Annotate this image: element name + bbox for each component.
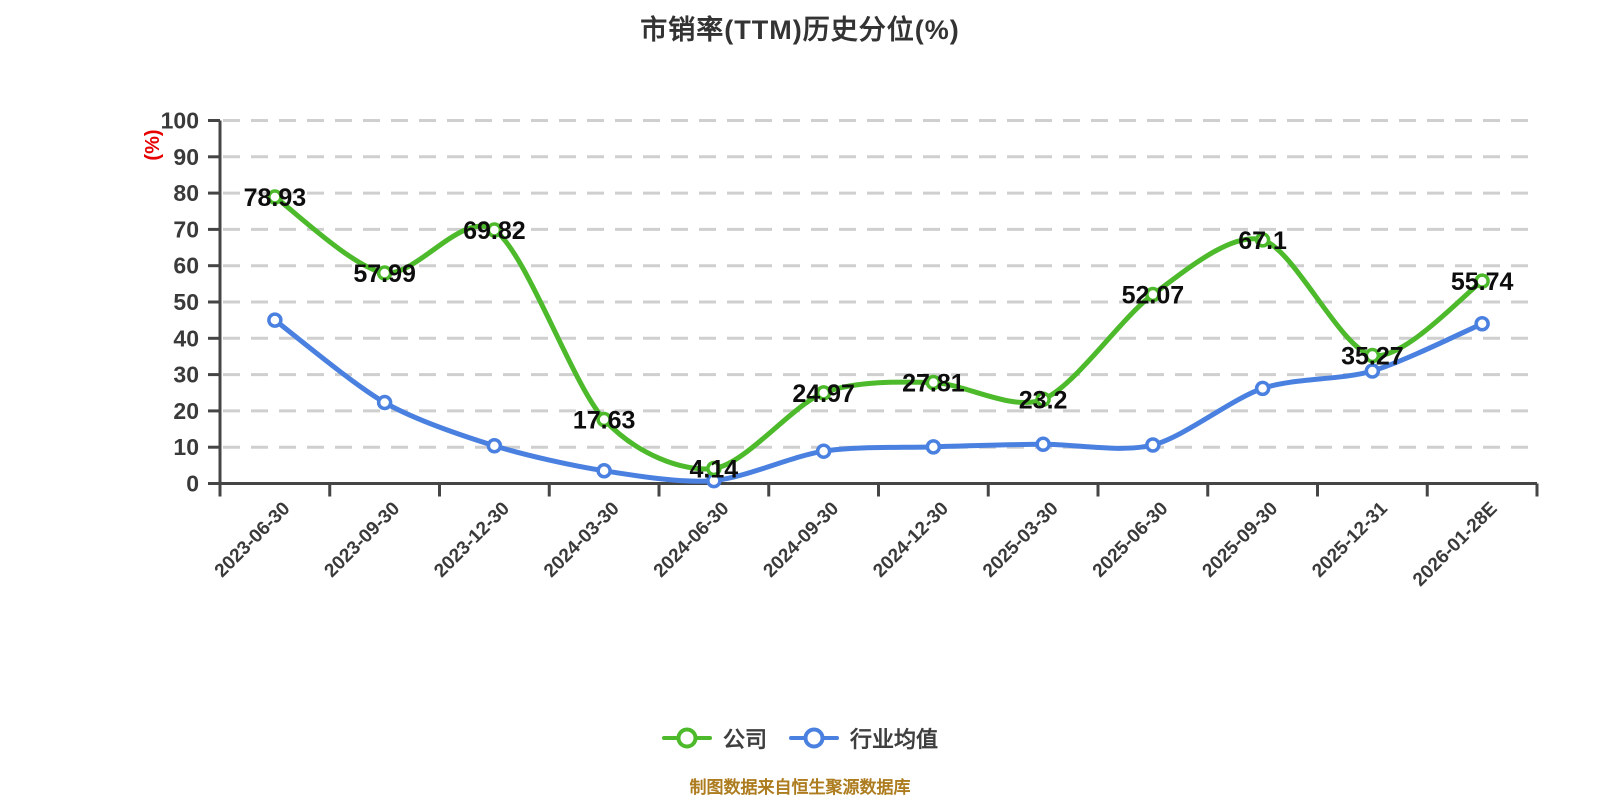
data-point[interactable] bbox=[925, 439, 942, 455]
data-point[interactable] bbox=[1254, 380, 1271, 397]
data-point[interactable] bbox=[1035, 436, 1051, 453]
svg-text:10: 10 bbox=[173, 434, 199, 460]
svg-text:70: 70 bbox=[173, 216, 199, 242]
svg-text:2024-06-30: 2024-06-30 bbox=[650, 498, 734, 582]
svg-text:52.07: 52.07 bbox=[1122, 281, 1185, 309]
svg-text:40: 40 bbox=[173, 325, 199, 351]
legend-label-company: 公司 bbox=[722, 727, 767, 752]
svg-text:24.97: 24.97 bbox=[792, 380, 855, 408]
data-point[interactable] bbox=[1474, 273, 1490, 289]
svg-text:80: 80 bbox=[173, 180, 199, 206]
company-series-marker-icon bbox=[661, 725, 712, 751]
svg-text:4.14: 4.14 bbox=[690, 455, 739, 483]
data-point[interactable] bbox=[1145, 437, 1161, 453]
plot-area[interactable]: 0 10 20 30 40 50 60 70 80 90 100 2023-06-30 2023-09-… bbox=[0, 0, 1600, 645]
legend: 公司 行业均值 bbox=[0, 722, 1600, 754]
svg-text:55.74: 55.74 bbox=[1451, 268, 1514, 296]
legend-dot bbox=[676, 727, 698, 749]
data-point[interactable] bbox=[267, 312, 283, 328]
svg-text:67.1: 67.1 bbox=[1238, 227, 1287, 255]
data-point[interactable] bbox=[486, 437, 503, 454]
svg-text:2025-06-30: 2025-06-30 bbox=[1089, 498, 1173, 582]
svg-text:60: 60 bbox=[173, 253, 199, 279]
gridlines bbox=[223, 119, 1537, 449]
svg-text:20: 20 bbox=[173, 398, 199, 424]
svg-text:50: 50 bbox=[173, 289, 199, 315]
data-point[interactable] bbox=[596, 463, 612, 479]
svg-text:27.81: 27.81 bbox=[902, 370, 965, 398]
svg-text:90: 90 bbox=[173, 144, 199, 170]
y-axis-tick-labels: 0 10 20 30 40 50 60 70 80 90 100 bbox=[161, 108, 199, 497]
svg-text:23.2: 23.2 bbox=[1019, 386, 1068, 414]
data-point[interactable] bbox=[1474, 316, 1490, 332]
x-axis-tick-labels: 2023-06-30 2023-09-30 2023-12-30 2024-03-30… bbox=[211, 498, 1502, 591]
svg-text:2025-12-31: 2025-12-31 bbox=[1308, 498, 1392, 582]
data-point[interactable] bbox=[706, 460, 722, 477]
legend-dot bbox=[803, 727, 825, 749]
data-point[interactable] bbox=[267, 189, 283, 205]
data-point[interactable] bbox=[486, 222, 503, 238]
axes bbox=[208, 119, 1539, 497]
data-point[interactable] bbox=[1254, 232, 1271, 248]
legend-item-company[interactable]: 公司 bbox=[661, 722, 767, 754]
chart-title: 市销率(TTM)历史分位(%) bbox=[640, 15, 960, 45]
svg-text:2023-06-30: 2023-06-30 bbox=[211, 498, 295, 582]
data-point[interactable] bbox=[376, 265, 393, 281]
svg-text:2024-09-30: 2024-09-30 bbox=[760, 498, 844, 582]
data-source-note: 制图数据来自恒生聚源数据库 bbox=[689, 778, 911, 797]
svg-text:2023-12-30: 2023-12-30 bbox=[430, 498, 514, 582]
svg-text:30: 30 bbox=[173, 362, 199, 388]
data-point[interactable] bbox=[815, 385, 832, 401]
data-point[interactable] bbox=[1364, 363, 1381, 379]
svg-text:35.27: 35.27 bbox=[1341, 342, 1404, 370]
svg-text:78.93: 78.93 bbox=[244, 184, 307, 212]
data-point[interactable] bbox=[596, 411, 612, 428]
svg-text:0: 0 bbox=[186, 471, 199, 497]
data-point[interactable] bbox=[1145, 286, 1161, 303]
legend-item-industry-average[interactable]: 行业均值 bbox=[789, 722, 938, 754]
svg-text:2024-12-30: 2024-12-30 bbox=[869, 498, 953, 582]
svg-text:2025-09-30: 2025-09-30 bbox=[1199, 498, 1283, 582]
svg-text:69.82: 69.82 bbox=[463, 217, 526, 245]
data-point[interactable] bbox=[925, 374, 942, 391]
industry-average-series-marker-icon bbox=[789, 725, 839, 751]
data-point[interactable] bbox=[1364, 347, 1381, 364]
data-point[interactable] bbox=[1035, 391, 1051, 408]
svg-text:17.63: 17.63 bbox=[573, 407, 636, 435]
svg-text:2026-01-28E: 2026-01-28E bbox=[1409, 498, 1502, 591]
svg-text:57.99: 57.99 bbox=[353, 260, 416, 288]
legend-label-industry-average: 行业均值 bbox=[850, 727, 939, 752]
data-point[interactable] bbox=[376, 394, 393, 411]
svg-text:2024-03-30: 2024-03-30 bbox=[540, 498, 624, 582]
series-company[interactable] bbox=[267, 189, 1490, 477]
svg-text:2023-09-30: 2023-09-30 bbox=[321, 498, 405, 582]
svg-text:100: 100 bbox=[161, 108, 199, 134]
data-point[interactable] bbox=[815, 443, 832, 459]
svg-text:2025-03-30: 2025-03-30 bbox=[979, 498, 1063, 582]
point-value-labels: 78.93 57.99 69.82 17.63 4.14 24.97 27.81 23.2 52… bbox=[244, 184, 1514, 483]
series-industry-average[interactable] bbox=[267, 312, 1490, 489]
